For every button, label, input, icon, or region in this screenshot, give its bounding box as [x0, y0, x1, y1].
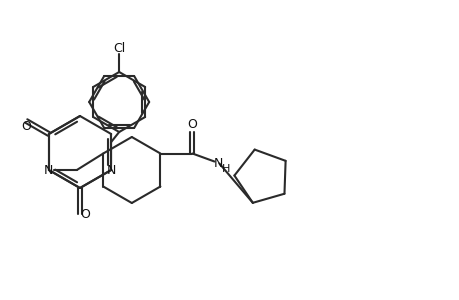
Text: H: H — [222, 164, 230, 173]
Text: O: O — [187, 118, 197, 131]
Text: Cl: Cl — [113, 41, 125, 55]
Text: O: O — [80, 208, 90, 220]
Text: O: O — [21, 119, 31, 133]
Text: N: N — [44, 164, 53, 176]
Text: N: N — [106, 164, 116, 176]
Text: N: N — [213, 157, 223, 170]
